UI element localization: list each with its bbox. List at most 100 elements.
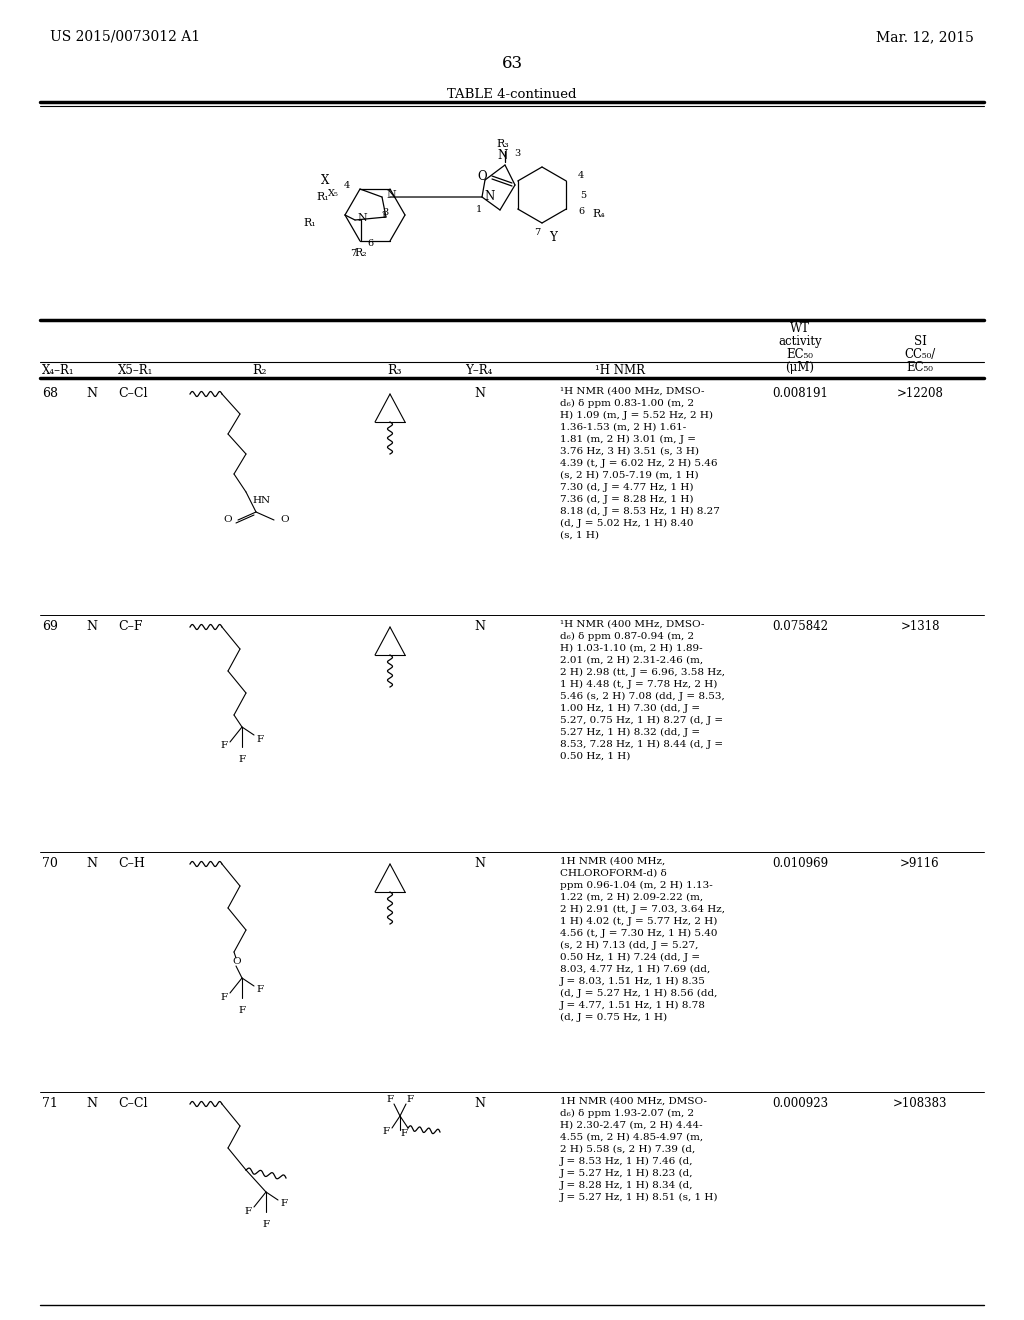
Text: US 2015/0073012 A1: US 2015/0073012 A1 [50, 30, 200, 44]
Text: 1.36-1.53 (m, 2 H) 1.61-: 1.36-1.53 (m, 2 H) 1.61- [560, 422, 686, 432]
Text: 2.01 (m, 2 H) 2.31-2.46 (m,: 2.01 (m, 2 H) 2.31-2.46 (m, [560, 656, 703, 665]
Text: (s, 2 H) 7.13 (dd, J = 5.27,: (s, 2 H) 7.13 (dd, J = 5.27, [560, 941, 698, 950]
Text: N: N [386, 190, 395, 201]
Text: N: N [86, 1097, 97, 1110]
Text: 8.53, 7.28 Hz, 1 H) 8.44 (d, J =: 8.53, 7.28 Hz, 1 H) 8.44 (d, J = [560, 741, 723, 750]
Text: 7: 7 [350, 248, 356, 257]
Text: 5.27, 0.75 Hz, 1 H) 8.27 (d, J =: 5.27, 0.75 Hz, 1 H) 8.27 (d, J = [560, 715, 723, 725]
Text: 4.55 (m, 2 H) 4.85-4.97 (m,: 4.55 (m, 2 H) 4.85-4.97 (m, [560, 1133, 703, 1142]
Text: 0.010969: 0.010969 [772, 857, 828, 870]
Text: 3: 3 [514, 149, 520, 157]
Text: 1H NMR (400 MHz, DMSO-: 1H NMR (400 MHz, DMSO- [560, 1097, 707, 1106]
Text: 69: 69 [42, 620, 58, 634]
Text: N: N [86, 387, 97, 400]
Text: 3.76 Hz, 3 H) 3.51 (s, 3 H): 3.76 Hz, 3 H) 3.51 (s, 3 H) [560, 447, 699, 455]
Text: ¹H NMR (400 MHz, DMSO-: ¹H NMR (400 MHz, DMSO- [560, 620, 705, 630]
Text: J = 8.03, 1.51 Hz, 1 H) 8.35: J = 8.03, 1.51 Hz, 1 H) 8.35 [560, 977, 706, 986]
Text: F: F [400, 1130, 408, 1138]
Text: 1H NMR (400 MHz,: 1H NMR (400 MHz, [560, 857, 666, 866]
Text: ¹H NMR: ¹H NMR [595, 364, 645, 378]
Text: CHLOROFORM-d) δ: CHLOROFORM-d) δ [560, 869, 667, 878]
Text: N: N [474, 857, 485, 870]
Text: (d, J = 5.02 Hz, 1 H) 8.40: (d, J = 5.02 Hz, 1 H) 8.40 [560, 519, 693, 528]
Text: F: F [407, 1094, 414, 1104]
Text: 6: 6 [367, 239, 373, 248]
Text: >108383: >108383 [893, 1097, 947, 1110]
Text: X5–R₁: X5–R₁ [118, 364, 154, 378]
Text: F: F [239, 1006, 246, 1015]
Text: d₆) δ ppm 0.83-1.00 (m, 2: d₆) δ ppm 0.83-1.00 (m, 2 [560, 399, 694, 408]
Text: 1 H) 4.02 (t, J = 5.77 Hz, 2 H): 1 H) 4.02 (t, J = 5.77 Hz, 2 H) [560, 917, 718, 927]
Text: N: N [474, 387, 485, 400]
Text: EC₅₀: EC₅₀ [906, 360, 934, 374]
Text: X₅: X₅ [328, 189, 339, 198]
Text: 0.50 Hz, 1 H): 0.50 Hz, 1 H) [560, 752, 631, 762]
Text: 1: 1 [476, 205, 482, 214]
Text: 8.18 (d, J = 8.53 Hz, 1 H) 8.27: 8.18 (d, J = 8.53 Hz, 1 H) 8.27 [560, 507, 720, 516]
Text: >1318: >1318 [900, 620, 940, 634]
Text: F: F [239, 755, 246, 764]
Text: CC₅₀/: CC₅₀/ [904, 348, 936, 360]
Text: EC₅₀: EC₅₀ [786, 348, 813, 360]
Text: 68: 68 [42, 387, 58, 400]
Text: d₆) δ ppm 1.93-2.07 (m, 2: d₆) δ ppm 1.93-2.07 (m, 2 [560, 1109, 694, 1118]
Text: J = 5.27 Hz, 1 H) 8.51 (s, 1 H): J = 5.27 Hz, 1 H) 8.51 (s, 1 H) [560, 1193, 719, 1203]
Text: N: N [86, 620, 97, 634]
Text: N: N [86, 857, 97, 870]
Text: Mar. 12, 2015: Mar. 12, 2015 [877, 30, 974, 44]
Text: 7: 7 [534, 228, 540, 238]
Text: R₁: R₁ [304, 218, 316, 228]
Text: (d, J = 5.27 Hz, 1 H) 8.56 (dd,: (d, J = 5.27 Hz, 1 H) 8.56 (dd, [560, 989, 718, 998]
Text: 2 H) 5.58 (s, 2 H) 7.39 (d,: 2 H) 5.58 (s, 2 H) 7.39 (d, [560, 1144, 695, 1154]
Text: O: O [223, 516, 232, 524]
Text: O: O [232, 957, 242, 966]
Text: F: F [256, 986, 263, 994]
Text: 70: 70 [42, 857, 58, 870]
Text: 4.39 (t, J = 6.02 Hz, 2 H) 5.46: 4.39 (t, J = 6.02 Hz, 2 H) 5.46 [560, 459, 718, 469]
Text: 5.27 Hz, 1 H) 8.32 (dd, J =: 5.27 Hz, 1 H) 8.32 (dd, J = [560, 729, 700, 737]
Text: >12208: >12208 [897, 387, 943, 400]
Text: 2 H) 2.98 (tt, J = 6.96, 3.58 Hz,: 2 H) 2.98 (tt, J = 6.96, 3.58 Hz, [560, 668, 725, 677]
Text: 5: 5 [580, 190, 586, 199]
Text: C–Cl: C–Cl [118, 1097, 147, 1110]
Text: (d, J = 0.75 Hz, 1 H): (d, J = 0.75 Hz, 1 H) [560, 1012, 667, 1022]
Text: R₄: R₄ [592, 209, 605, 219]
Text: X₄–R₁: X₄–R₁ [42, 364, 75, 378]
Text: F: F [245, 1206, 252, 1216]
Text: R₃: R₃ [388, 364, 402, 378]
Text: Y: Y [549, 231, 557, 244]
Text: F: F [382, 1127, 389, 1137]
Text: O: O [477, 170, 487, 183]
Text: N: N [474, 620, 485, 634]
Text: J = 8.53 Hz, 1 H) 7.46 (d,: J = 8.53 Hz, 1 H) 7.46 (d, [560, 1158, 693, 1166]
Text: R₁: R₁ [316, 191, 330, 202]
Text: C–H: C–H [118, 857, 144, 870]
Text: 5.46 (s, 2 H) 7.08 (dd, J = 8.53,: 5.46 (s, 2 H) 7.08 (dd, J = 8.53, [560, 692, 725, 701]
Text: 6: 6 [578, 207, 584, 216]
Text: 7.36 (d, J = 8.28 Hz, 1 H): 7.36 (d, J = 8.28 Hz, 1 H) [560, 495, 693, 504]
Text: C–F: C–F [118, 620, 142, 634]
Text: Y–R₄: Y–R₄ [465, 364, 493, 378]
Text: activity: activity [778, 335, 822, 348]
Text: R₂: R₂ [253, 364, 267, 378]
Text: 0.008191: 0.008191 [772, 387, 828, 400]
Text: J = 8.28 Hz, 1 H) 8.34 (d,: J = 8.28 Hz, 1 H) 8.34 (d, [560, 1181, 693, 1191]
Text: X: X [321, 173, 329, 186]
Text: F: F [281, 1200, 288, 1209]
Text: N: N [484, 190, 495, 203]
Text: N: N [474, 1097, 485, 1110]
Text: 8.03, 4.77 Hz, 1 H) 7.69 (dd,: 8.03, 4.77 Hz, 1 H) 7.69 (dd, [560, 965, 711, 974]
Text: 63: 63 [502, 55, 522, 73]
Text: 71: 71 [42, 1097, 58, 1110]
Text: C–Cl: C–Cl [118, 387, 147, 400]
Text: (s, 1 H): (s, 1 H) [560, 531, 599, 540]
Text: 0.000923: 0.000923 [772, 1097, 828, 1110]
Text: H) 1.03-1.10 (m, 2 H) 1.89-: H) 1.03-1.10 (m, 2 H) 1.89- [560, 644, 702, 653]
Text: >9116: >9116 [900, 857, 940, 870]
Text: (μM): (μM) [785, 360, 814, 374]
Text: ¹H NMR (400 MHz, DMSO-: ¹H NMR (400 MHz, DMSO- [560, 387, 705, 396]
Text: 7.30 (d, J = 4.77 Hz, 1 H): 7.30 (d, J = 4.77 Hz, 1 H) [560, 483, 693, 492]
Text: F: F [220, 742, 227, 751]
Text: 4: 4 [578, 172, 585, 181]
Text: N: N [498, 149, 508, 162]
